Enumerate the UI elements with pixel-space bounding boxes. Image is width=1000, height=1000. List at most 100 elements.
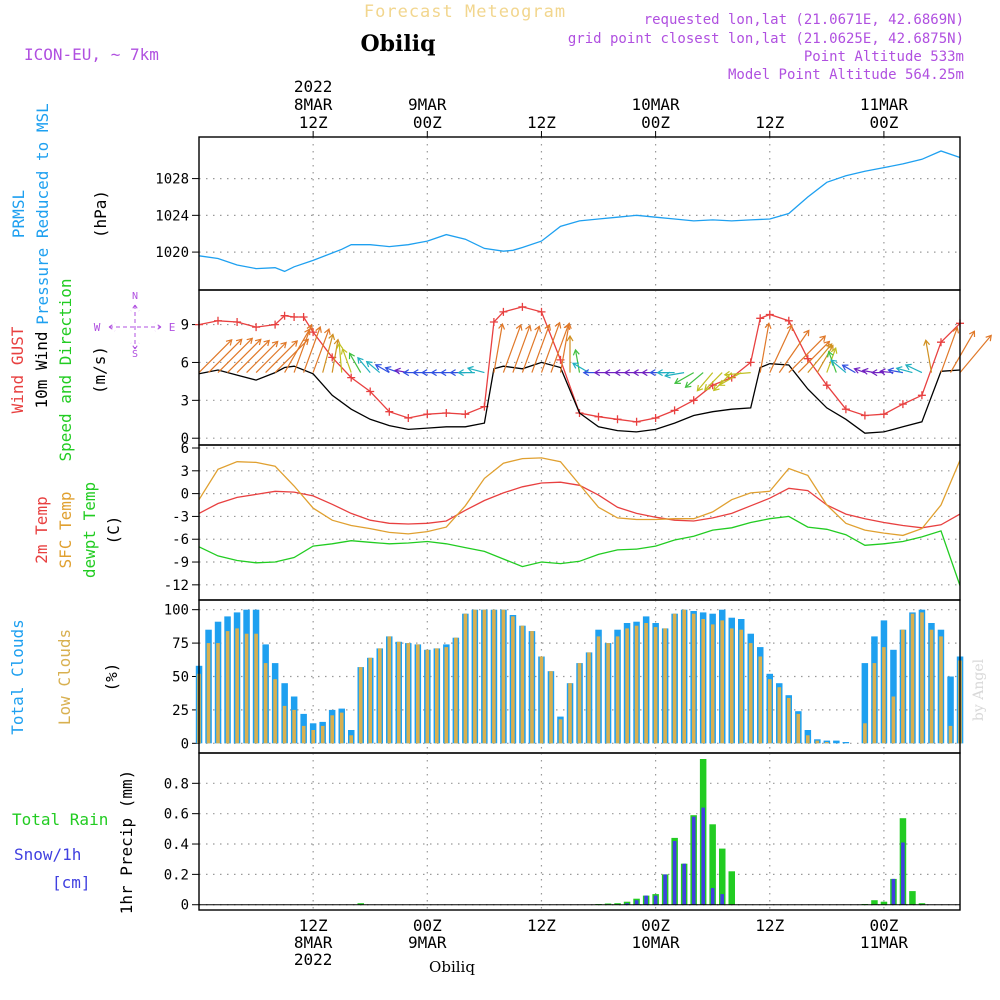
wind-arrow: [769, 324, 793, 373]
bar-low_cloud: [920, 612, 924, 744]
bar-low_cloud: [568, 683, 572, 744]
bar-low_cloud: [444, 647, 449, 744]
total-clouds-label: Total Clouds: [8, 619, 27, 735]
wind-arrow: [830, 359, 847, 374]
bar-low_cloud: [691, 613, 696, 744]
gust-marker: [879, 410, 888, 419]
compass-south: S: [132, 349, 138, 360]
top-axis-date: 9MAR: [408, 95, 447, 114]
bar-rain: [709, 824, 716, 905]
wind-arrow: [198, 338, 233, 374]
bar-rain: [357, 903, 364, 905]
bar-low_cloud: [282, 705, 287, 744]
temp-unit: (C): [104, 516, 123, 545]
line-t2m: [198, 481, 961, 529]
bar-low_cloud: [625, 628, 629, 744]
wind-arrow: [457, 369, 475, 377]
bar-low_cloud: [416, 644, 420, 744]
wind-arrow: [336, 342, 344, 373]
bar-rain: [871, 900, 878, 905]
bar-low_cloud: [787, 697, 791, 744]
gust-marker: [299, 313, 308, 321]
wind-arrow: [959, 334, 992, 373]
bar-low_cloud: [301, 725, 306, 744]
y-tick-label: -12: [164, 578, 189, 594]
pressure-label: PRMSL: [9, 190, 28, 238]
gust-marker: [841, 405, 850, 414]
bar-snow: [710, 888, 715, 905]
bar-low_cloud: [235, 628, 239, 744]
bar-low_cloud: [634, 625, 639, 744]
bar-low_cloud: [349, 735, 353, 744]
bottom-axis-hour: 00Z: [641, 916, 670, 935]
gust-marker: [860, 411, 869, 420]
gust-marker: [252, 323, 261, 332]
bar-low_cloud: [330, 715, 334, 744]
gust-marker: [214, 316, 222, 325]
bar-snow: [625, 903, 629, 905]
bar-low_cloud: [644, 623, 648, 744]
gust-marker: [309, 328, 318, 337]
wind-arrow: [217, 337, 254, 374]
gust-marker: [632, 417, 641, 426]
footer-station: Obiliq: [429, 958, 475, 976]
gust-marker: [822, 381, 831, 390]
wind-arrow: [572, 348, 581, 373]
y-tick-label: 25: [172, 703, 189, 719]
wind-arrow: [664, 371, 685, 379]
bar-rain: [728, 871, 735, 905]
bar-low_cloud: [292, 709, 296, 744]
bar-rain: [604, 903, 612, 905]
wind-arrow: [696, 372, 714, 392]
bar-low_cloud: [558, 719, 563, 744]
top-axis-hour: 12Z: [527, 113, 556, 132]
bar-low_cloud: [891, 696, 896, 744]
top-axis-hour: 12Z: [755, 113, 784, 132]
gust-marker: [442, 409, 451, 417]
wind-gust-label: Wind GUST: [8, 326, 27, 413]
wind-arrow: [778, 329, 810, 373]
wind-arrow: [788, 335, 827, 374]
y-tick-label: 6: [181, 441, 189, 457]
bar-low_cloud: [596, 636, 601, 744]
bar-snow: [691, 816, 696, 905]
gust-marker: [385, 407, 394, 416]
line-tsfc: [198, 457, 961, 537]
y-tick-label: 0.2: [164, 867, 189, 883]
watermark: by Angel: [971, 658, 987, 721]
wind-arrow: [940, 326, 959, 373]
wind-arrow: [374, 364, 390, 374]
bottom-axis-hour: 00Z: [869, 916, 898, 935]
bottom-axis-date: 8MAR: [294, 933, 333, 952]
wind-arrow: [895, 366, 913, 374]
temp-2m-label: 2m Temp: [32, 496, 51, 563]
bar-low_cloud: [682, 609, 686, 744]
wind-arrow: [322, 333, 336, 373]
wind-arrow: [303, 325, 322, 373]
gust-marker: [594, 412, 603, 421]
top-axis-date: 10MAR: [632, 95, 681, 114]
bar-low_cloud: [748, 643, 753, 744]
bar-low_cloud: [815, 740, 820, 744]
bar-low_cloud: [777, 687, 782, 744]
bar-low_cloud: [530, 631, 534, 744]
wind-arrow: [348, 352, 362, 373]
line-prmsl: [198, 150, 961, 273]
bar-low_cloud: [339, 712, 344, 744]
wind-arrow: [704, 372, 723, 391]
model-label: ICON-EU, ~ 7km: [24, 45, 159, 64]
compass-west: W: [94, 321, 101, 334]
bar-snow: [653, 895, 658, 905]
bottom-axis-date: 9MAR: [408, 933, 447, 952]
bar-total_cloud: [833, 740, 840, 744]
wind-direction-label: Speed and Direction: [56, 278, 75, 461]
y-tick-label: 0.8: [164, 776, 189, 792]
wind-arrow: [493, 322, 506, 373]
temp-dewpt-label: dewpt Temp: [80, 482, 99, 578]
wind-arrow: [723, 370, 751, 378]
bar-low_cloud: [653, 627, 658, 744]
wind-arrow: [712, 372, 733, 392]
precip-unit: 1hr Precip (mm): [117, 770, 136, 915]
top-axis-hour: 00Z: [869, 113, 898, 132]
